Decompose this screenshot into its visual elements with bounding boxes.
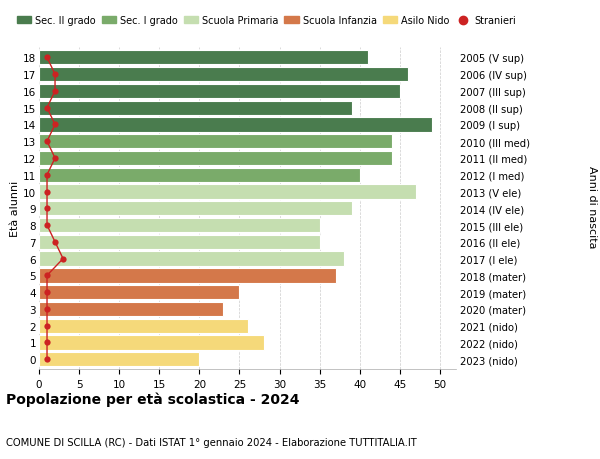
Bar xyxy=(39,135,392,149)
Bar xyxy=(39,319,248,333)
Bar xyxy=(39,302,223,316)
Bar xyxy=(39,68,408,82)
Bar xyxy=(39,151,392,166)
Text: Popolazione per età scolastica - 2024: Popolazione per età scolastica - 2024 xyxy=(6,392,299,406)
Bar xyxy=(39,118,432,132)
Bar xyxy=(39,51,368,65)
Bar xyxy=(39,202,352,216)
Bar xyxy=(39,252,344,266)
Bar xyxy=(39,285,239,300)
Text: COMUNE DI SCILLA (RC) - Dati ISTAT 1° gennaio 2024 - Elaborazione TUTTITALIA.IT: COMUNE DI SCILLA (RC) - Dati ISTAT 1° ge… xyxy=(6,437,417,448)
Bar xyxy=(39,235,320,249)
Bar xyxy=(39,84,400,99)
Bar xyxy=(39,185,416,199)
Bar xyxy=(39,353,199,367)
Legend: Sec. II grado, Sec. I grado, Scuola Primaria, Scuola Infanzia, Asilo Nido, Stran: Sec. II grado, Sec. I grado, Scuola Prim… xyxy=(17,16,515,26)
Bar xyxy=(39,336,263,350)
Bar xyxy=(39,269,336,283)
Bar xyxy=(39,168,360,183)
Y-axis label: Età alunni: Età alunni xyxy=(10,181,20,237)
Text: Anni di nascita: Anni di nascita xyxy=(587,165,597,248)
Bar xyxy=(39,101,352,116)
Bar xyxy=(39,218,320,233)
